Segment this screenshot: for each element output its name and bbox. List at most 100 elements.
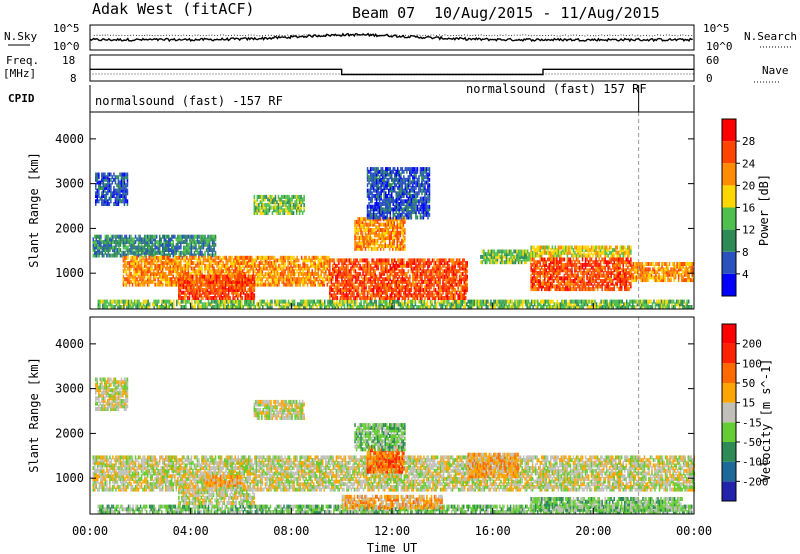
heatmap-cell bbox=[148, 302, 151, 307]
heatmap-cell bbox=[302, 302, 305, 307]
heatmap-cell bbox=[485, 299, 488, 304]
heatmap-cell bbox=[494, 302, 497, 307]
heatmap-cell bbox=[234, 274, 236, 279]
heatmap-cell bbox=[227, 305, 229, 309]
heatmap-cell bbox=[439, 258, 441, 263]
heatmap-cell bbox=[106, 253, 108, 258]
heatmap-cell bbox=[316, 299, 318, 304]
heatmap-cell bbox=[547, 302, 549, 307]
heatmap-cell bbox=[412, 296, 414, 300]
heatmap-cell bbox=[433, 288, 435, 292]
heatmap-cell bbox=[375, 261, 378, 266]
heatmap-cell bbox=[372, 288, 375, 292]
heatmap-cell bbox=[212, 279, 215, 284]
heatmap-cell bbox=[545, 273, 547, 278]
heatmap-cell bbox=[634, 262, 636, 266]
heatmap-cell bbox=[608, 271, 611, 275]
heatmap-cell bbox=[448, 296, 450, 300]
heatmap-cell bbox=[130, 245, 132, 250]
heatmap-cell bbox=[357, 266, 360, 271]
heatmap-cell bbox=[180, 263, 182, 268]
heatmap-cell bbox=[201, 234, 203, 239]
heatmap-cell bbox=[544, 281, 546, 286]
heatmap-cell bbox=[219, 271, 221, 276]
heatmap-cell bbox=[253, 302, 255, 307]
beam-label: Beam 07 bbox=[352, 4, 415, 22]
heatmap-cell bbox=[130, 263, 132, 268]
heatmap-cell bbox=[222, 305, 225, 309]
heatmap-cell bbox=[360, 305, 362, 309]
heatmap-cell bbox=[562, 299, 565, 304]
heatmap-cell bbox=[211, 253, 214, 258]
heatmap-cell bbox=[252, 285, 254, 290]
heatmap-cell bbox=[386, 258, 388, 263]
heatmap-cell bbox=[244, 274, 246, 279]
heatmap-cell bbox=[163, 271, 165, 276]
heatmap-cell bbox=[394, 263, 396, 268]
heatmap-cell bbox=[127, 250, 129, 255]
heatmap-cell bbox=[440, 285, 443, 290]
heatmap-cell bbox=[148, 237, 150, 242]
heatmap-cell bbox=[159, 271, 161, 276]
heatmap-cell bbox=[514, 260, 517, 265]
heatmap-cell bbox=[517, 302, 519, 307]
heatmap-cell bbox=[500, 299, 503, 304]
heatmap-cell bbox=[594, 299, 596, 304]
heatmap-cell bbox=[463, 277, 465, 282]
heatmap-cell bbox=[217, 290, 219, 295]
heatmap-cell bbox=[255, 282, 258, 287]
heatmap-cell bbox=[422, 288, 425, 292]
heatmap-cell bbox=[448, 285, 450, 290]
heatmap-cell bbox=[350, 288, 352, 292]
heatmap-cell bbox=[394, 274, 396, 279]
heatmap-cell bbox=[439, 279, 441, 284]
heatmap-cell bbox=[348, 305, 350, 309]
heatmap-cell bbox=[103, 305, 106, 309]
heatmap-cell bbox=[363, 274, 366, 279]
heatmap-cell bbox=[207, 277, 209, 282]
heatmap-cell bbox=[554, 257, 557, 262]
heatmap-cell bbox=[365, 277, 367, 282]
heatmap-cell bbox=[449, 266, 452, 271]
heatmap-cell bbox=[300, 277, 303, 282]
heatmap-cell bbox=[115, 245, 117, 250]
heatmap-cell bbox=[181, 271, 184, 276]
heatmap-cell bbox=[587, 287, 590, 292]
heatmap-cell bbox=[247, 288, 249, 292]
heatmap-cell bbox=[523, 299, 525, 304]
heatmap-cell bbox=[155, 282, 158, 287]
heatmap-cell bbox=[159, 279, 161, 284]
heatmap-cell bbox=[519, 254, 521, 259]
heatmap-cell bbox=[214, 274, 216, 279]
heatmap-cell bbox=[401, 266, 404, 271]
heatmap-cell bbox=[481, 299, 483, 304]
heatmap-cell bbox=[480, 254, 482, 259]
heatmap-cell bbox=[224, 290, 227, 295]
heatmap-cell bbox=[484, 302, 486, 307]
heatmap-cell bbox=[557, 262, 560, 267]
heatmap-cell bbox=[443, 299, 445, 304]
heatmap-cell bbox=[499, 305, 501, 309]
heatmap-cell bbox=[350, 271, 352, 276]
heatmap-cell bbox=[242, 258, 244, 263]
heatmap-cell bbox=[208, 245, 211, 250]
heatmap-cell bbox=[439, 263, 441, 268]
heatmap-cell bbox=[341, 296, 343, 300]
heatmap-cell bbox=[219, 282, 221, 287]
heatmap-cell bbox=[428, 290, 431, 295]
heatmap-cell bbox=[424, 277, 426, 282]
heatmap-cell bbox=[445, 261, 447, 266]
heatmap-cell bbox=[106, 299, 109, 304]
heatmap-cell bbox=[585, 299, 587, 304]
heatmap-cell bbox=[599, 260, 602, 265]
heatmap-cell bbox=[378, 296, 381, 300]
heatmap-cell bbox=[372, 293, 375, 298]
heatmap-cell bbox=[404, 263, 407, 268]
heatmap-cell bbox=[218, 285, 221, 290]
heatmap-cell bbox=[217, 255, 220, 260]
heatmap-cell bbox=[230, 285, 233, 290]
heatmap-cell bbox=[326, 261, 329, 266]
heatmap-cell bbox=[174, 258, 176, 263]
heatmap-cell bbox=[211, 242, 214, 247]
heatmap-cell bbox=[296, 269, 298, 274]
